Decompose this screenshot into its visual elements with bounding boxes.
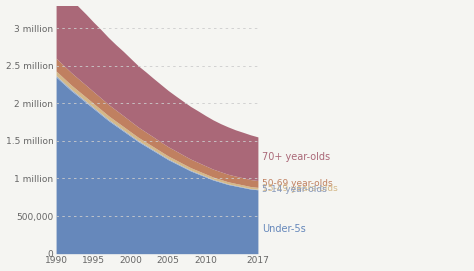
Text: Under-5s: Under-5s	[262, 224, 305, 234]
Text: 5-14 year-olds: 5-14 year-olds	[262, 185, 327, 194]
Text: 15-49 years-olds: 15-49 years-olds	[262, 184, 337, 193]
Text: 50-69 year-olds: 50-69 year-olds	[262, 179, 332, 188]
Text: 70+ year-olds: 70+ year-olds	[262, 151, 330, 162]
